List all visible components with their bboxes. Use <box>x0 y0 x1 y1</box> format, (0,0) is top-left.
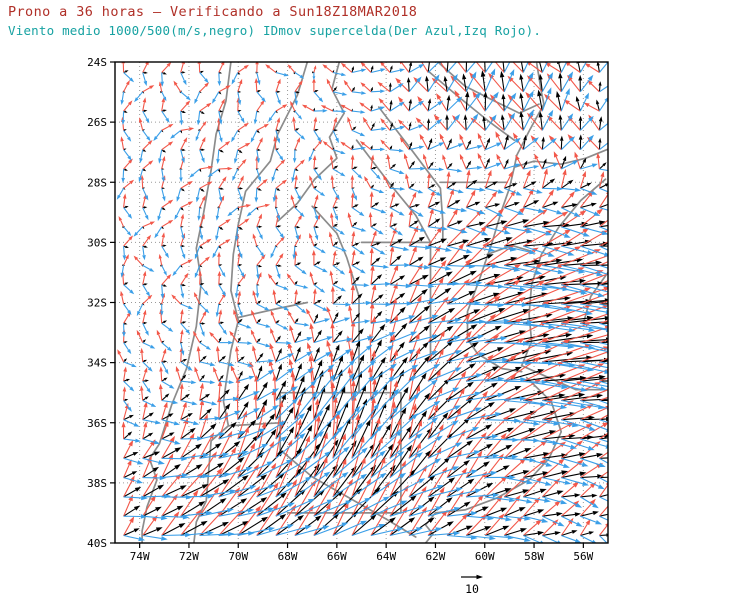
border-salta-border <box>313 62 346 181</box>
lon-label: 70W <box>228 550 248 563</box>
lon-label: 56W <box>573 550 593 563</box>
mean-wind-arrows <box>122 62 608 537</box>
right-mover-arrows <box>116 62 608 543</box>
reference-vector: 10 <box>461 574 483 596</box>
lat-label: 40S <box>87 537 107 550</box>
left-mover-arrows <box>117 62 608 536</box>
border-santiago-diag-1 <box>377 106 444 244</box>
lat-label: 34S <box>87 357 107 370</box>
lon-label: 68W <box>278 550 298 563</box>
reference-vector-label: 10 <box>465 582 479 596</box>
lon-label: 74W <box>130 550 150 563</box>
lon-label: 72W <box>179 550 199 563</box>
lon-label: 60W <box>475 550 495 563</box>
lon-label: 62W <box>426 550 446 563</box>
axes: 24S 26S 28S 30S 32S 34S 36S 38S 40S 74W 72W 70W 68W 6… <box>87 56 609 563</box>
border-chile-coast <box>141 62 232 543</box>
lat-label: 28S <box>87 176 107 189</box>
border-larioja-diag <box>311 205 360 298</box>
lon-label: 64W <box>376 550 396 563</box>
lat-label: 32S <box>87 297 107 310</box>
border-catamarca-diag <box>276 178 316 223</box>
lat-label: 30S <box>87 236 107 249</box>
border-bermejo <box>427 70 516 142</box>
geographic-borders <box>141 62 608 543</box>
lat-label: 26S <box>87 116 107 129</box>
lat-label: 38S <box>87 477 107 490</box>
border-alto-parana <box>513 148 608 169</box>
lon-label: 58W <box>524 550 544 563</box>
lon-label: 66W <box>327 550 347 563</box>
lat-label: 36S <box>87 417 107 430</box>
border-mendoza-neuquen <box>227 421 282 427</box>
forecast-subtitle: Viento medio 1000/500(m/s,negro) IDmov s… <box>8 23 542 38</box>
forecast-title: Prono a 36 horas — Verificando a Sun18Z1… <box>8 4 418 20</box>
lat-label: 24S <box>87 56 107 69</box>
border-uruguay-brazil <box>582 271 608 325</box>
border-corrientes-entrerios <box>486 244 533 256</box>
